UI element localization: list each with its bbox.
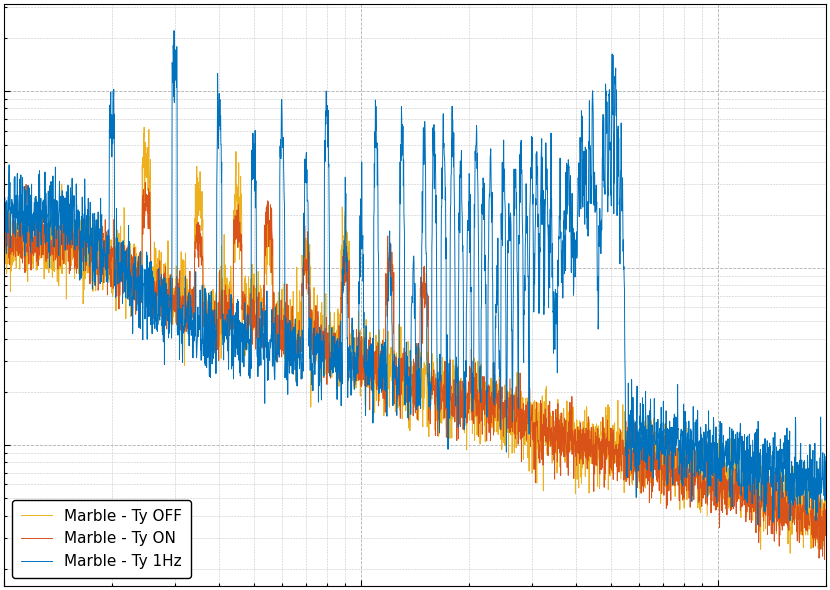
Marble - Ty 1Hz (0, 159, 9, 166)
Marble - Ty ON (819, 556, 829, 563)
Marble - Ty ON (821, 531, 830, 538)
Marble - Ty 1Hz (350, 376, 360, 383)
Marble - Ty ON (142, 195, 152, 202)
Marble - Ty 1Hz (93, 227, 103, 234)
Marble - Ty OFF (93, 242, 103, 249)
Line: Marble - Ty ON: Marble - Ty ON (4, 182, 826, 559)
Marble - Ty OFF (785, 550, 795, 557)
Marble - Ty 1Hz (753, 522, 763, 529)
Marble - Ty 1Hz (821, 453, 830, 460)
Marble - Ty ON (0, 245, 9, 252)
Marble - Ty 1Hz (315, 382, 325, 389)
Marble - Ty OFF (716, 474, 726, 481)
Marble - Ty 1Hz (142, 248, 152, 255)
Marble - Ty ON (716, 507, 726, 514)
Marble - Ty ON (140, 179, 150, 186)
Marble - Ty OFF (142, 174, 152, 181)
Marble - Ty OFF (821, 524, 830, 531)
Marble - Ty OFF (315, 350, 325, 357)
Line: Marble - Ty 1Hz: Marble - Ty 1Hz (4, 31, 826, 525)
Marble - Ty OFF (0, 255, 9, 262)
Marble - Ty 1Hz (805, 470, 815, 477)
Marble - Ty OFF (805, 503, 815, 510)
Marble - Ty ON (350, 378, 360, 385)
Marble - Ty ON (93, 270, 103, 277)
Legend: Marble - Ty OFF, Marble - Ty ON, Marble - Ty 1Hz: Marble - Ty OFF, Marble - Ty ON, Marble … (12, 500, 191, 578)
Marble - Ty OFF (139, 124, 149, 131)
Line: Marble - Ty OFF: Marble - Ty OFF (4, 127, 826, 553)
Marble - Ty 1Hz (716, 456, 726, 463)
Marble - Ty ON (805, 517, 815, 525)
Marble - Ty OFF (350, 381, 360, 388)
Marble - Ty ON (315, 372, 325, 379)
Marble - Ty 1Hz (169, 27, 179, 34)
